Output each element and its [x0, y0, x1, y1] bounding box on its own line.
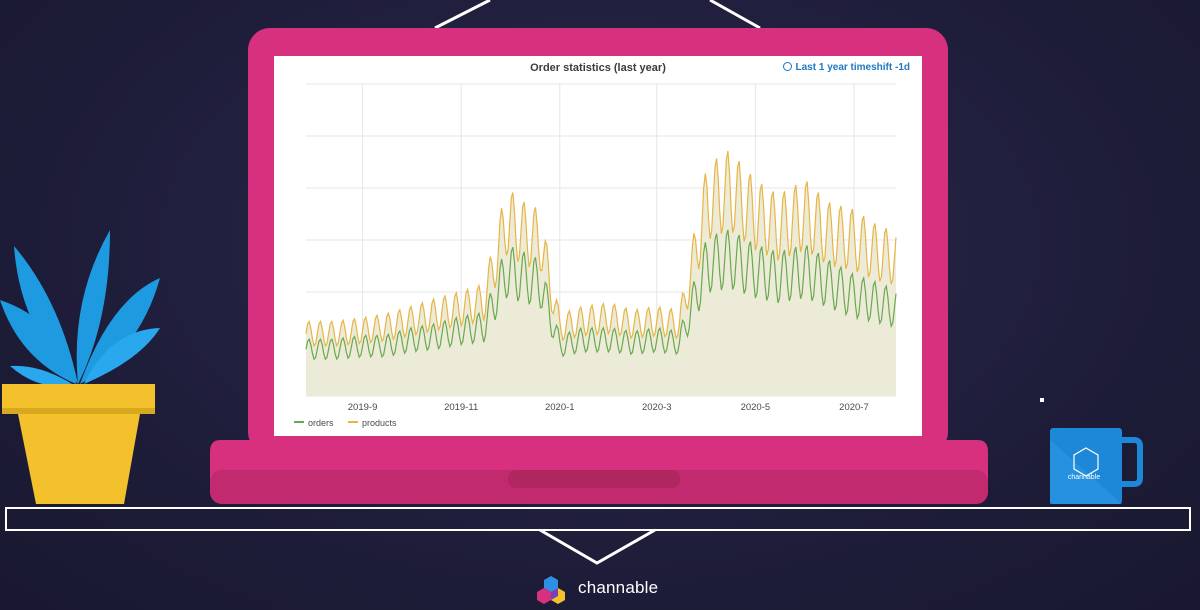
orders-line — [305, 229, 897, 361]
legend-item-products[interactable]: products — [348, 418, 397, 428]
plant-leaf — [80, 278, 160, 384]
chart-title: Order statistics (last year) — [530, 62, 666, 74]
logo-cube-blue — [544, 576, 558, 592]
top-diamond-line-right — [709, 0, 761, 30]
x-tick-label: 2020-1 — [545, 402, 575, 413]
legend-swatch-orders — [294, 421, 304, 423]
logo-cube-pink — [537, 588, 551, 604]
plant-icon — [0, 230, 160, 504]
legend-item-orders[interactable]: orders — [294, 418, 334, 428]
chart-legend: orders products — [294, 418, 409, 432]
x-tick-label: 2019-9 — [348, 402, 378, 413]
products-line — [305, 150, 897, 348]
chart: 2019-9 2019-11 2020-1 2020-3 2020-5 2020-7 — [305, 83, 897, 413]
shelf — [5, 507, 1191, 531]
timeshift-label: Last 1 year timeshift -1d — [795, 62, 910, 73]
x-axis-ticks: 2019-9 2019-11 2020-1 2020-3 2020-5 2020-7 — [348, 402, 869, 413]
mug-icon — [1050, 428, 1143, 504]
mug-handle — [1118, 437, 1143, 487]
legend-label-orders: orders — [308, 418, 334, 428]
laptop-trackpad — [508, 470, 680, 488]
legend-swatch-products — [348, 421, 359, 423]
logo-cube-purple — [551, 588, 558, 600]
x-tick-label: 2019-11 — [444, 402, 478, 413]
mug-label: channable — [1067, 474, 1101, 481]
products-area — [306, 151, 896, 396]
brand-wordmark: channable — [578, 578, 659, 597]
top-diamond-line — [434, 0, 491, 30]
decor-dot — [1040, 398, 1044, 402]
plant-leaf — [76, 230, 110, 384]
bottom-diamond — [539, 528, 656, 565]
x-tick-label: 2020-3 — [642, 402, 672, 413]
plant-leaf — [0, 300, 76, 384]
pot-rim-shade — [2, 408, 155, 414]
mug-shade — [1050, 440, 1122, 504]
clock-icon — [782, 62, 792, 71]
plant-leaf — [10, 365, 72, 386]
x-tick-label: 2020-7 — [839, 402, 869, 413]
legend-label-products: products — [362, 418, 397, 428]
x-tick-label: 2020-5 — [741, 402, 771, 413]
plant-leaf — [84, 328, 160, 384]
mug-logo — [1073, 447, 1099, 477]
timeshift-badge[interactable]: Last 1 year timeshift -1d — [782, 56, 910, 80]
pot-body — [18, 414, 140, 504]
channable-logo-icon — [537, 576, 565, 604]
